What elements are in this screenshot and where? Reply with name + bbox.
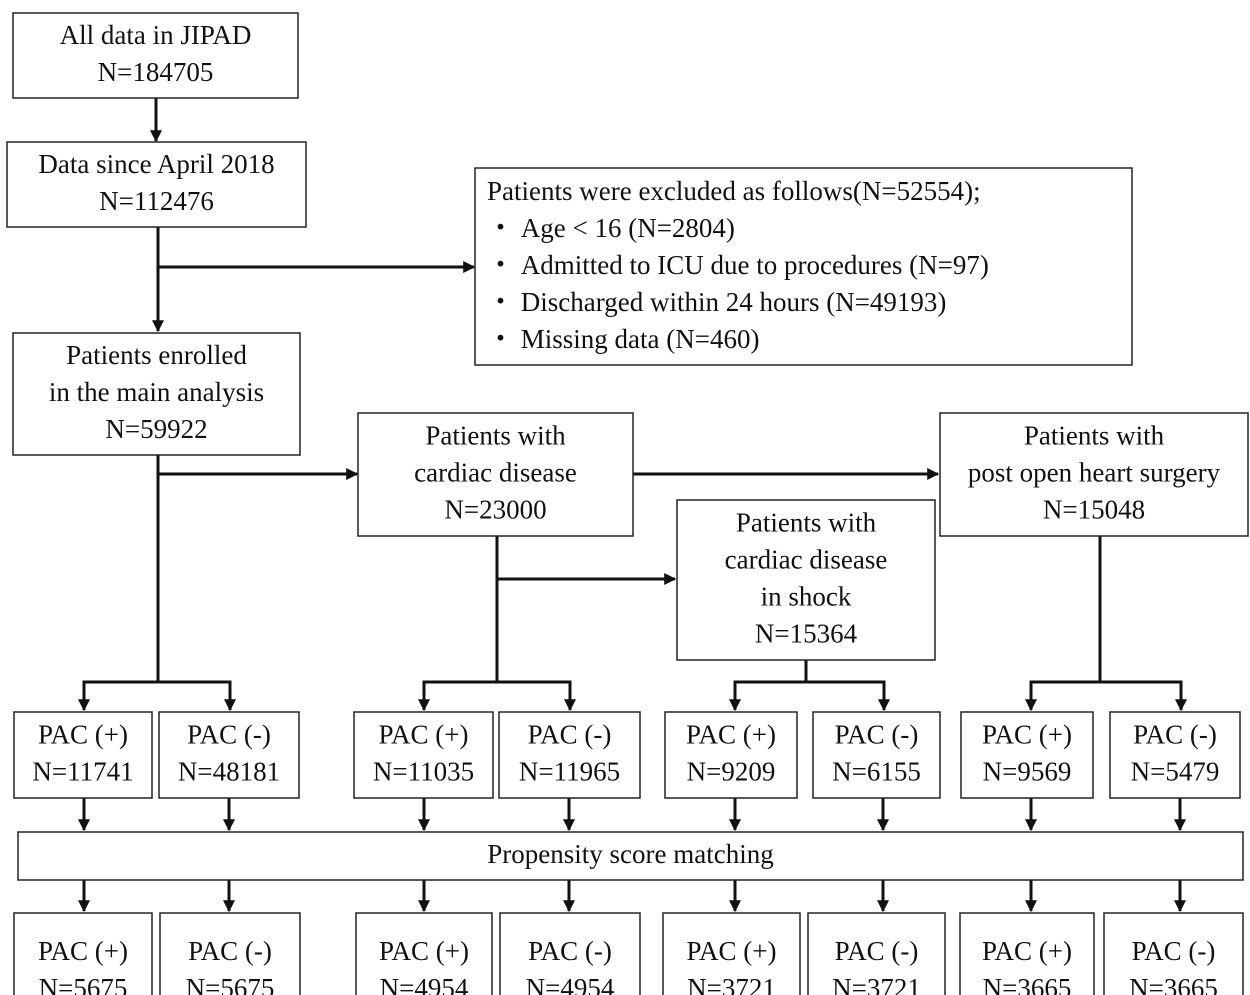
pac-box-text: N=3721 xyxy=(687,973,776,995)
pac-box xyxy=(664,711,798,799)
node-text: in shock xyxy=(761,582,852,612)
pac-box-text: N=3665 xyxy=(1129,973,1218,995)
pac-box xyxy=(959,912,1095,995)
pac-box xyxy=(662,912,801,995)
exclusion-item: ・ Admitted to ICU due to procedures (N=9… xyxy=(487,250,989,280)
pac-box-text: PAC (-) xyxy=(835,720,919,750)
node xyxy=(676,499,936,661)
pac-box-text: N=9569 xyxy=(983,757,1072,787)
node-text: N=184705 xyxy=(98,57,214,87)
pac-box-text: PAC (-) xyxy=(835,936,919,966)
pac-box-text: PAC (-) xyxy=(188,936,272,966)
exclusion-item: ・ Age < 16 (N=2804) xyxy=(487,213,735,243)
pac-box-text: PAC (-) xyxy=(528,720,612,750)
pac-box xyxy=(1109,711,1241,799)
pac-box xyxy=(807,912,946,995)
node-text: Patients with xyxy=(1024,421,1165,451)
pac-box-text: N=4954 xyxy=(526,973,615,995)
node-text: N=23000 xyxy=(444,495,546,525)
pac-box xyxy=(13,912,153,995)
node xyxy=(12,332,301,456)
pac-box-text: N=11741 xyxy=(32,757,133,787)
node-text: in the main analysis xyxy=(49,377,264,407)
pac-box-text: N=6155 xyxy=(832,757,921,787)
pac-box-text: PAC (+) xyxy=(379,936,469,966)
pac-box xyxy=(1103,912,1244,995)
node xyxy=(12,12,299,99)
pac-box-text: PAC (+) xyxy=(982,720,1072,750)
matching-box xyxy=(17,831,1244,881)
pac-box xyxy=(812,711,941,799)
node-text: Patients with xyxy=(425,421,566,451)
node-text: N=15364 xyxy=(755,619,858,649)
pac-box-text: N=5675 xyxy=(186,973,275,995)
node-text: N=112476 xyxy=(99,186,214,216)
node-text: All data in JIPAD xyxy=(60,20,252,50)
exclusion-item: ・ Missing data (N=460) xyxy=(487,324,759,354)
pac-box xyxy=(13,711,153,799)
pac-box-text: PAC (+) xyxy=(982,936,1072,966)
pac-box-text: N=11035 xyxy=(373,757,474,787)
pac-box-text: PAC (-) xyxy=(1132,936,1216,966)
pac-box-text: N=5479 xyxy=(1131,757,1220,787)
pac-box xyxy=(159,912,301,995)
pac-box xyxy=(353,711,494,799)
pac-box-text: PAC (-) xyxy=(187,720,271,750)
pac-box-text: N=3665 xyxy=(983,973,1072,995)
exclusion-title: Patients were excluded as follows(N=5255… xyxy=(487,176,981,206)
pac-box-text: N=5675 xyxy=(39,973,128,995)
node xyxy=(939,412,1249,537)
node-text: cardiac disease xyxy=(725,545,888,575)
node-text: post open heart surgery xyxy=(968,458,1221,488)
pac-box-text: PAC (+) xyxy=(38,936,128,966)
node-text: N=59922 xyxy=(105,414,207,444)
pac-box-text: PAC (+) xyxy=(38,720,128,750)
node xyxy=(6,141,307,228)
node xyxy=(357,412,634,537)
pac-box xyxy=(960,711,1094,799)
pac-box xyxy=(499,912,641,995)
pac-box-text: N=48181 xyxy=(178,757,280,787)
pac-box-text: PAC (+) xyxy=(686,936,776,966)
matching-box-text: Propensity score matching xyxy=(487,839,773,869)
pac-box xyxy=(158,711,300,799)
node-text: Patients enrolled xyxy=(66,340,247,370)
pac-box-text: PAC (+) xyxy=(378,720,468,750)
pac-box-text: PAC (+) xyxy=(686,720,776,750)
node-text: N=15048 xyxy=(1043,495,1145,525)
node-text: Patients with xyxy=(736,508,877,538)
pac-box xyxy=(498,711,641,799)
pac-box-text: PAC (-) xyxy=(1133,720,1217,750)
pac-box xyxy=(355,912,493,995)
pac-box-text: PAC (-) xyxy=(528,936,612,966)
pac-box-text: N=9209 xyxy=(687,757,776,787)
pac-box-text: N=4954 xyxy=(380,973,469,995)
pac-box-text: N=3721 xyxy=(832,973,921,995)
node-text: Data since April 2018 xyxy=(38,149,274,179)
exclusion-item: ・ Discharged within 24 hours (N=49193) xyxy=(487,287,946,317)
pac-box-text: N=11965 xyxy=(519,757,620,787)
node-text: cardiac disease xyxy=(414,458,577,488)
exclusion-box xyxy=(474,167,1133,366)
